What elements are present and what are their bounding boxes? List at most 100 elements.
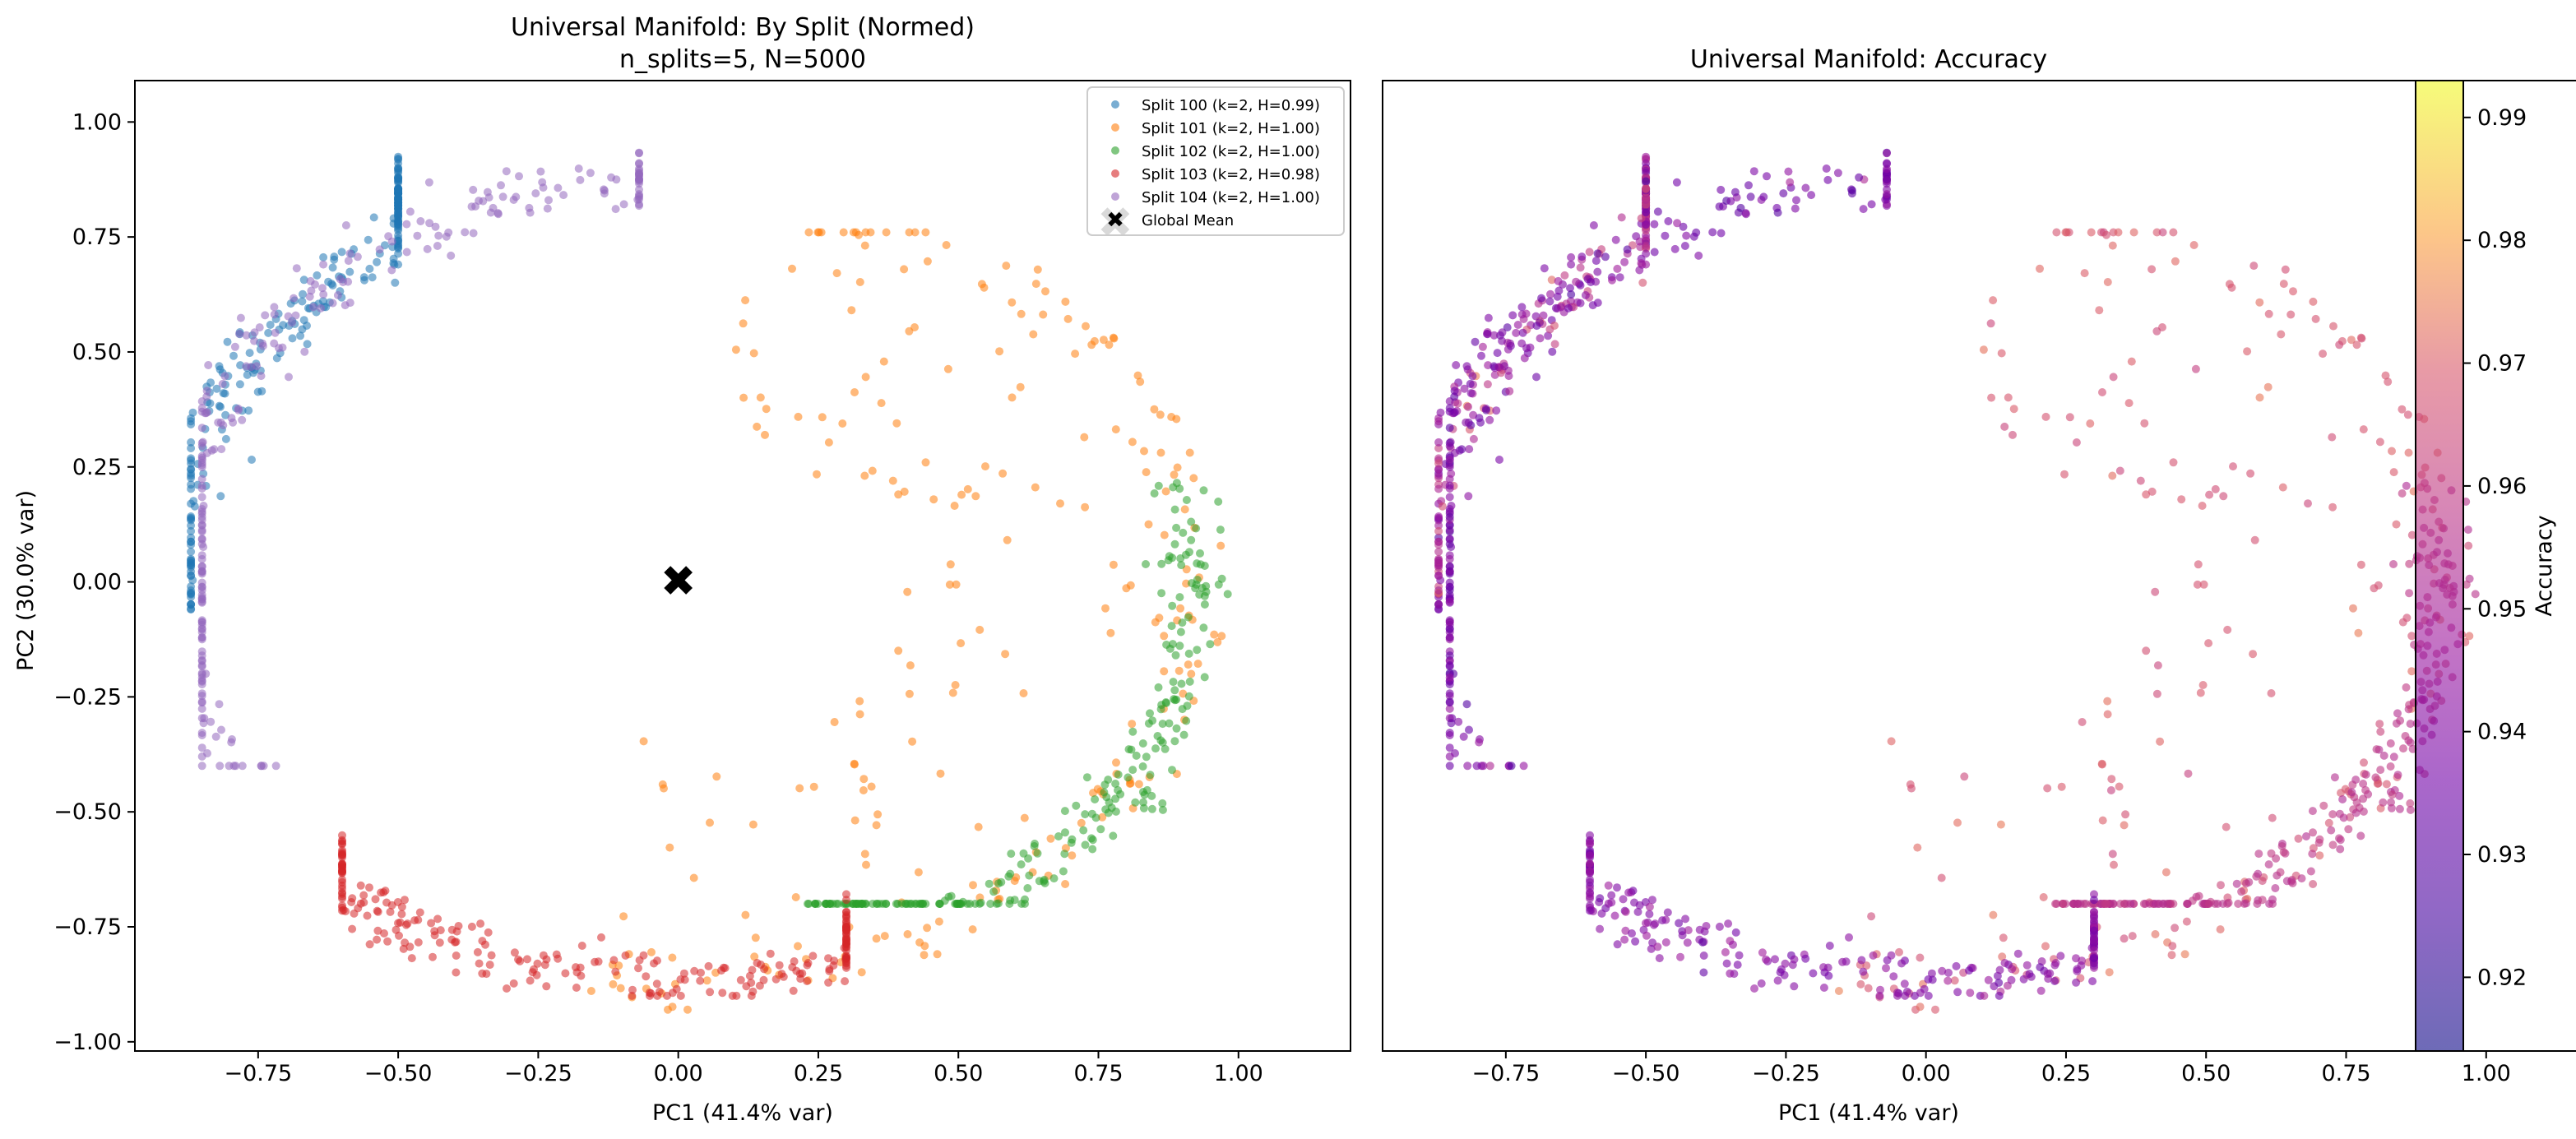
- accuracy-point: [1717, 229, 1726, 238]
- scatter-point: [528, 968, 537, 977]
- scatter-point: [197, 689, 206, 698]
- scatter-point: [910, 228, 920, 237]
- accuracy-point: [2246, 469, 2255, 478]
- accuracy-point: [1953, 818, 1962, 827]
- accuracy-point: [1731, 928, 1740, 937]
- accuracy-point: [1883, 159, 1891, 168]
- scatter-point: [187, 537, 196, 546]
- accuracy-point: [1544, 331, 1553, 340]
- scatter-point: [363, 911, 372, 920]
- accuracy-point: [2036, 963, 2045, 972]
- scatter-point: [789, 986, 798, 995]
- scatter-point: [469, 185, 478, 194]
- scatter-point: [824, 954, 832, 963]
- scatter-point: [330, 252, 339, 262]
- scatter-point: [1200, 673, 1209, 682]
- accuracy-point: [2102, 230, 2110, 239]
- scatter-point: [689, 873, 698, 882]
- accuracy-point: [1746, 192, 1755, 201]
- scatter-point: [842, 907, 850, 916]
- accuracy-point: [2382, 780, 2391, 789]
- accuracy-point: [1445, 697, 1454, 706]
- scatter-point: [842, 926, 850, 935]
- scatter-point: [639, 737, 648, 746]
- accuracy-point: [2329, 322, 2337, 331]
- scatter-point: [647, 947, 656, 956]
- accuracy-point: [2304, 499, 2312, 508]
- scatter-point: [1059, 867, 1068, 876]
- accuracy-point: [2356, 831, 2365, 840]
- accuracy-point: [2372, 745, 2381, 754]
- accuracy-point: [2297, 874, 2306, 883]
- accuracy-point: [1581, 291, 1590, 299]
- accuracy-point: [1749, 167, 1758, 176]
- scatter-point: [197, 674, 206, 682]
- scatter-point: [1101, 604, 1110, 613]
- accuracy-point: [1471, 337, 1480, 346]
- accuracy-point: [1876, 985, 1884, 994]
- y-tick-label: −1.00: [53, 1030, 122, 1055]
- accuracy-point: [2404, 448, 2413, 457]
- accuracy-point: [1469, 434, 1478, 443]
- scatter-point: [1193, 646, 1202, 655]
- accuracy-point: [2098, 816, 2107, 825]
- scatter-point: [435, 938, 444, 947]
- accuracy-point: [1642, 208, 1651, 217]
- scatter-point: [739, 319, 748, 328]
- scatter-point: [218, 379, 227, 388]
- accuracy-point: [2356, 560, 2365, 569]
- accuracy-point: [2388, 790, 2397, 799]
- scatter-point: [963, 900, 971, 908]
- scatter-point: [197, 697, 206, 706]
- scatter-point: [977, 280, 986, 289]
- accuracy-point: [1591, 257, 1601, 266]
- scatter-point: [1184, 613, 1193, 622]
- scatter-point: [1046, 834, 1055, 843]
- scatter-point: [1170, 737, 1179, 746]
- scatter-point: [957, 639, 966, 648]
- scatter-point: [187, 526, 196, 535]
- scatter-point: [1184, 649, 1193, 658]
- scatter-point: [1179, 689, 1188, 698]
- scatter-point: [197, 633, 206, 642]
- accuracy-point: [1883, 164, 1891, 174]
- scatter-point: [635, 159, 643, 168]
- scatter-point: [975, 900, 985, 908]
- scatter-point: [1128, 720, 1137, 729]
- scatter-point: [503, 984, 511, 993]
- scatter-point: [211, 732, 220, 741]
- scatter-point: [873, 810, 883, 819]
- accuracy-point: [2249, 650, 2258, 659]
- accuracy-point: [1504, 372, 1513, 381]
- scatter-point: [600, 186, 609, 195]
- accuracy-point: [2389, 560, 2398, 568]
- accuracy-point: [1462, 700, 1471, 709]
- accuracy-point: [1997, 349, 2006, 358]
- accuracy-point: [1771, 955, 1779, 964]
- x-tick-label: −0.25: [1752, 1061, 1820, 1086]
- scatter-point: [187, 465, 196, 474]
- scatter-point: [197, 562, 206, 571]
- scatter-point: [375, 245, 384, 254]
- accuracy-point: [1642, 177, 1651, 186]
- scatter-point: [1002, 262, 1011, 271]
- colorbar-tick-label: 0.96: [2477, 474, 2527, 499]
- accuracy-point: [1508, 311, 1517, 320]
- x-tick-label: 1.00: [1214, 1061, 1263, 1086]
- left-axes-frame: [134, 80, 1351, 1052]
- accuracy-point: [2254, 850, 2263, 859]
- accuracy-point: [2051, 900, 2059, 908]
- scatter-point: [197, 618, 206, 627]
- scatter-point: [493, 210, 503, 219]
- scatter-point: [223, 337, 232, 346]
- scatter-point: [391, 278, 400, 287]
- scatter-point: [424, 178, 433, 187]
- accuracy-point: [2255, 393, 2264, 402]
- accuracy-point: [1493, 349, 1502, 358]
- accuracy-point: [2193, 580, 2202, 589]
- accuracy-point: [1682, 231, 1691, 240]
- accuracy-point: [2268, 895, 2277, 904]
- scatter-point: [473, 947, 482, 956]
- scatter-point: [766, 949, 775, 958]
- scatter-point: [756, 393, 765, 402]
